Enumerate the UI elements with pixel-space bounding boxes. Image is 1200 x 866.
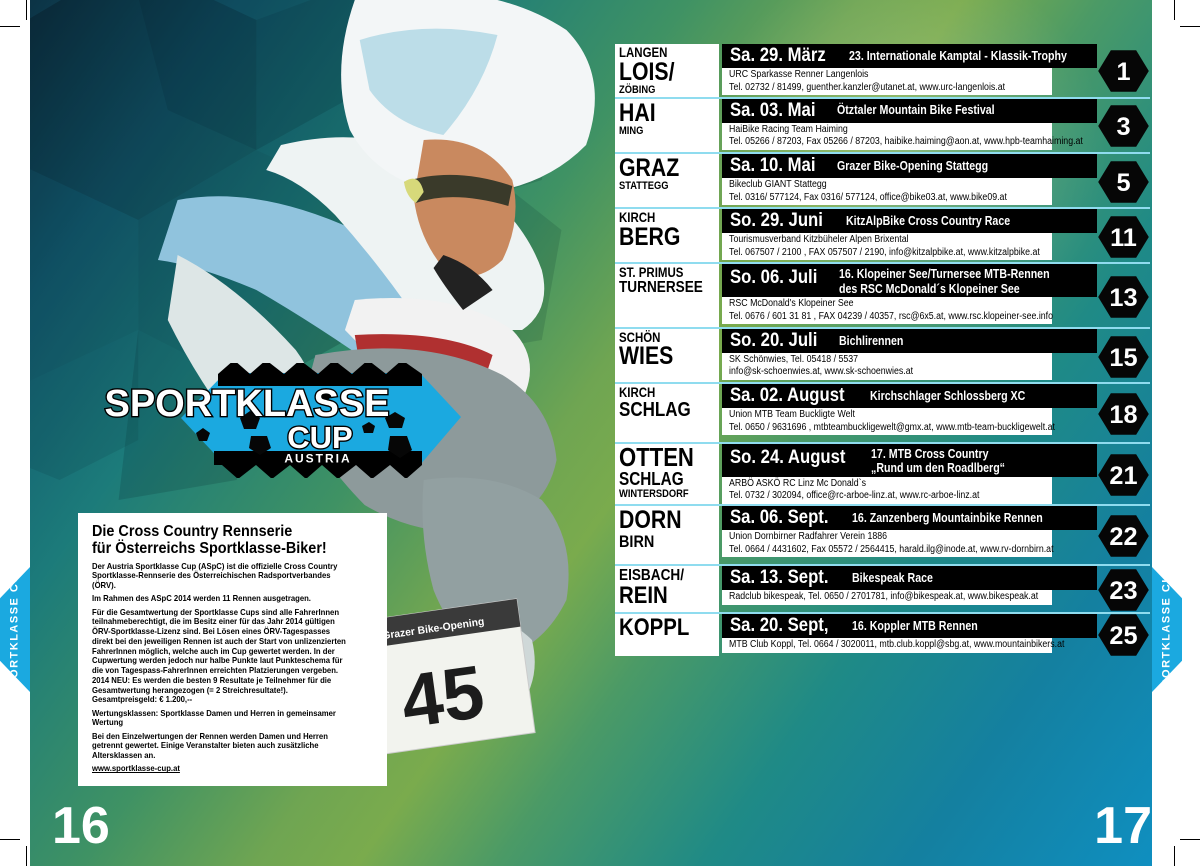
svg-text:13: 13 — [1109, 284, 1137, 312]
svg-text:1: 1 — [1116, 58, 1130, 86]
svg-text:23: 23 — [1109, 578, 1137, 606]
svg-text:25: 25 — [1109, 622, 1137, 650]
svg-text:21: 21 — [1109, 462, 1137, 490]
svg-text:3: 3 — [1116, 114, 1130, 142]
svg-text:45: 45 — [396, 649, 489, 743]
svg-text:18: 18 — [1109, 401, 1137, 429]
svg-text:SPORTKLASSE: SPORTKLASSE — [104, 383, 389, 425]
svg-text:15: 15 — [1109, 344, 1137, 372]
svg-text:22: 22 — [1109, 524, 1137, 552]
svg-text:11: 11 — [1110, 224, 1137, 252]
svg-text:5: 5 — [1116, 169, 1130, 197]
svg-text:CUP: CUP — [287, 420, 352, 455]
